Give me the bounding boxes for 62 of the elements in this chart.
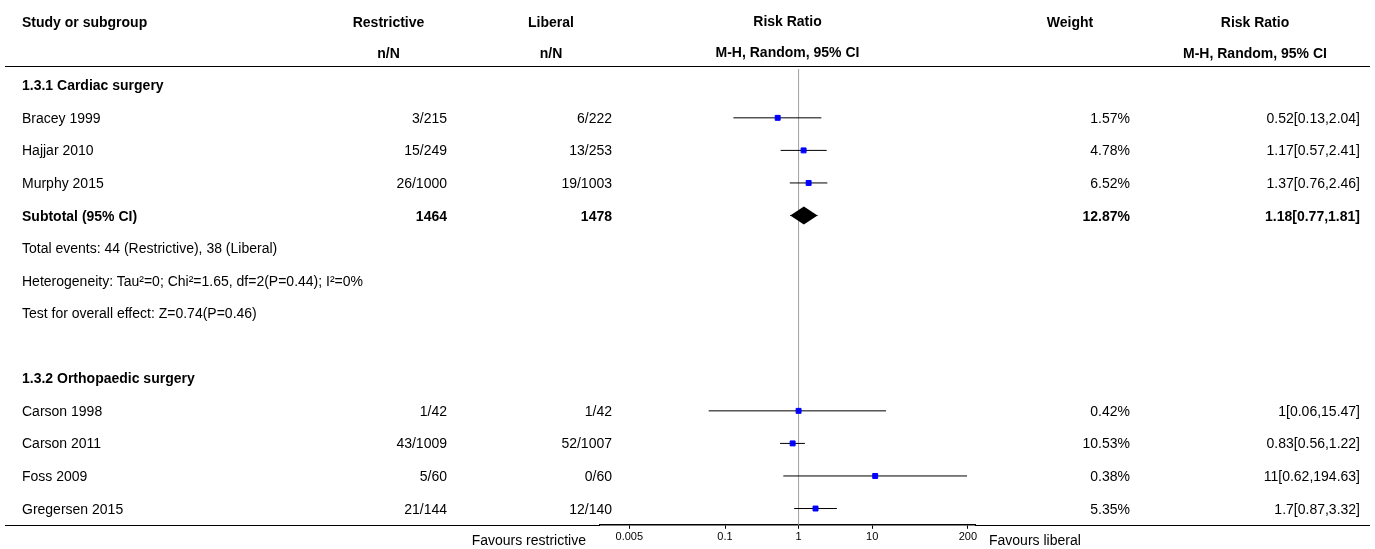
text: M-H, Random, 95% CI xyxy=(1182,45,1328,61)
category-label: 0.83[0.56,1.22] xyxy=(1266,435,1360,452)
category-label: 1[0.06,15.47] xyxy=(1278,402,1360,419)
category-label: 1/42 xyxy=(584,402,612,419)
category-label: 1.3.1 Cardiac surgery xyxy=(22,77,164,94)
category-label: 1478 xyxy=(580,207,612,224)
category-label: 43/1009 xyxy=(396,435,447,452)
text: Liberal xyxy=(527,14,575,30)
category-label: 1.7[0.87,3.32] xyxy=(1274,500,1360,517)
text: n/N xyxy=(376,45,401,61)
category-label: Murphy 2015 xyxy=(22,174,104,191)
category-label: 19/1003 xyxy=(561,174,612,191)
text: Risk Ratio xyxy=(1219,14,1291,30)
category-label: Bracey 1999 xyxy=(22,109,101,126)
category-label: Total events: 44 (Restrictive), 38 (Liberal) xyxy=(22,240,278,257)
category-label: 21/144 xyxy=(404,500,447,517)
text: Restrictive xyxy=(351,14,426,30)
category-label: 1.18[0.77,1.81] xyxy=(1265,207,1360,224)
category-label: Carson 2011 xyxy=(22,435,102,452)
category-label: 0.52[0.13,2.04] xyxy=(1266,109,1360,126)
category-label: 11[0.62,194.63] xyxy=(1263,467,1360,484)
category-label: Heterogeneity: Tau²=0; Chi²=1.65, df=2(P=0.44); I²=0% xyxy=(22,272,364,289)
category-label: Carson 1998 xyxy=(22,402,103,419)
category-label: 1.3.2 Orthopaedic surgery xyxy=(22,370,195,387)
category-label: 1.37[0.76,2.46] xyxy=(1266,174,1360,191)
category-label: 52/1007 xyxy=(561,435,612,452)
chart-title: Risk Ratio xyxy=(753,12,822,29)
category-label: 12.87% xyxy=(1082,207,1130,224)
category-label: 5/60 xyxy=(419,467,447,484)
category-label: Foss 2009 xyxy=(22,467,88,484)
text: n/N xyxy=(538,45,564,61)
category-label: 1.57% xyxy=(1090,109,1130,126)
category-label: 1.17[0.57,2.41] xyxy=(1266,142,1360,159)
category-label: 10.53% xyxy=(1082,435,1130,452)
category-label: 1464 xyxy=(415,207,447,224)
category-label: 3/215 xyxy=(411,109,447,126)
x-tick-label: 0.1 xyxy=(717,530,733,543)
x-tick-label: 1 xyxy=(795,530,802,543)
text: Weight xyxy=(1045,14,1095,30)
x-tick-label: 10 xyxy=(866,530,879,543)
category-label: 12/140 xyxy=(569,500,612,517)
chart-subtitle: M-H, Random, 95% CI xyxy=(715,43,860,60)
category-label: 13/253 xyxy=(569,142,612,159)
category-label: Test for overall effect: Z=0.74(P=0.46) xyxy=(22,305,257,322)
text: Favours restrictive xyxy=(471,531,587,548)
category-label: 0.38% xyxy=(1090,467,1130,484)
category-label: 6.52% xyxy=(1090,174,1130,191)
category-label: 1/42 xyxy=(419,402,447,419)
category-label: 26/1000 xyxy=(396,174,447,191)
category-label: Gregersen 2015 xyxy=(22,500,124,517)
category-label: 0/60 xyxy=(584,467,612,484)
text: Favours liberal xyxy=(989,531,1081,548)
x-tick-label: 200 xyxy=(958,530,978,543)
category-label: 6/222 xyxy=(576,109,612,126)
category-label: Hajjar 2010 xyxy=(22,142,94,159)
x-tick-label: 0.005 xyxy=(615,530,644,543)
category-label: 4.78% xyxy=(1090,142,1130,159)
category-label: 5.35% xyxy=(1090,500,1130,517)
text: Study or subgroup xyxy=(22,14,149,30)
category-label: 0.42% xyxy=(1090,402,1130,419)
category-label: Subtotal (95% CI) xyxy=(22,207,138,224)
category-label: 15/249 xyxy=(404,142,447,159)
